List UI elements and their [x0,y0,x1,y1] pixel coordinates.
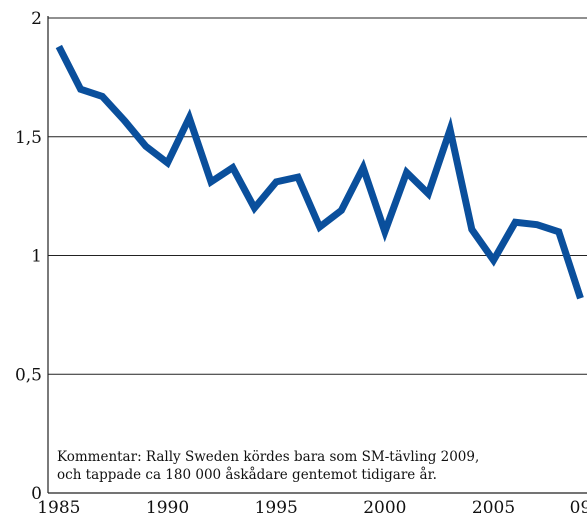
axes [47,16,587,494]
y-tick-label: 1,5 [15,128,42,148]
y-tick-label: 0,5 [15,365,42,385]
x-tick-label: 2000 [363,498,406,518]
x-tick-label: 1995 [255,498,298,518]
x-tick-label: 09 [570,498,587,518]
series-layer [55,44,584,300]
series-line [55,44,584,300]
annotation-line-1: Kommentar: Rally Sweden kördes bara som … [57,449,479,465]
chart-annotation: Kommentar: Rally Sweden kördes bara som … [57,449,479,483]
x-tick-label: 1985 [37,498,80,518]
x-tick-labels: 1985 1990 1995 2000 2005 09 [37,498,587,518]
y-tick-label: 0 [31,484,42,504]
gridlines [48,17,587,375]
annotation-line-2: och tappade ca 180 000 åskådare gentemot… [57,467,437,483]
x-tick-label: 1990 [146,498,189,518]
y-tick-labels: 0 0,5 1 1,5 2 [15,9,42,504]
y-tick-label: 2 [31,9,42,29]
x-tick-label: 2005 [472,498,515,518]
y-tick-label: 1 [31,247,42,267]
